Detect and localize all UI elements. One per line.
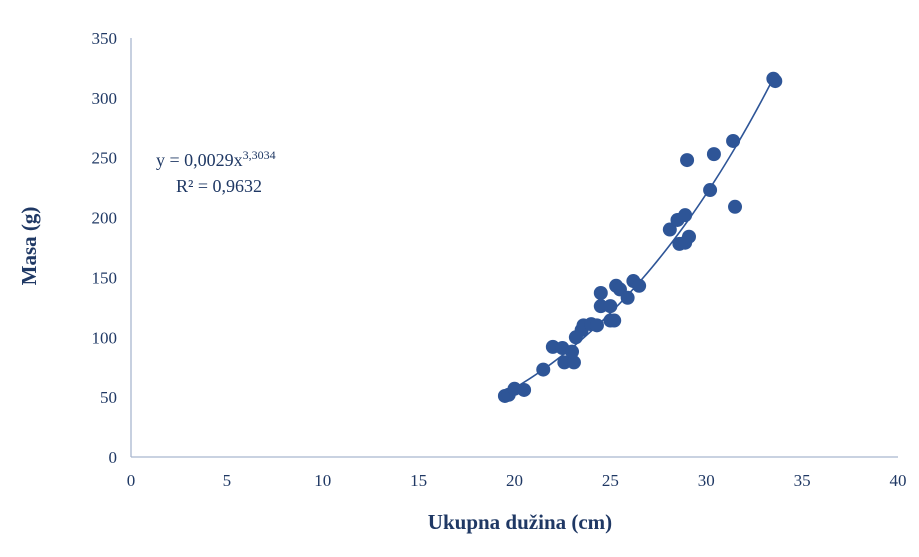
- y-tick-label: 300: [92, 89, 118, 108]
- data-point: [703, 183, 718, 198]
- data-point: [517, 382, 532, 397]
- x-tick-label: 15: [410, 471, 427, 490]
- data-point: [593, 299, 608, 314]
- y-axis-title: Masa (g): [17, 207, 41, 286]
- y-tick-labels: 0 50 100 150 200 250 300 350: [92, 29, 118, 467]
- x-axis-title: Ukupna dužina (cm): [428, 510, 612, 534]
- y-tick-label: 200: [92, 209, 118, 228]
- x-tick-label: 20: [506, 471, 523, 490]
- x-tick-labels: 0 5 10 15 20 25 30 35 40: [127, 471, 907, 490]
- r-squared-label: R² = 0,9632: [176, 176, 262, 196]
- equation-main: y = 0,0029x: [156, 150, 243, 170]
- data-point: [726, 133, 741, 148]
- data-point: [706, 147, 721, 162]
- data-point: [557, 355, 572, 370]
- x-tick-label: 35: [794, 471, 811, 490]
- data-point: [662, 222, 677, 237]
- x-tick-label: 30: [698, 471, 715, 490]
- trendline: [500, 74, 776, 397]
- data-points: [497, 71, 783, 403]
- data-point: [566, 355, 581, 370]
- y-tick-label: 50: [100, 388, 117, 407]
- x-tick-label: 10: [314, 471, 331, 490]
- x-tick-label: 25: [602, 471, 619, 490]
- data-point: [536, 362, 551, 377]
- data-point: [678, 208, 693, 223]
- data-point: [768, 74, 783, 89]
- data-point: [593, 285, 608, 300]
- data-point: [565, 344, 580, 359]
- data-point: [607, 313, 622, 328]
- y-tick-label: 100: [92, 328, 118, 347]
- x-tick-label: 40: [890, 471, 907, 490]
- y-tick-label: 250: [92, 149, 118, 168]
- data-point: [603, 299, 618, 314]
- y-tick-label: 150: [92, 268, 118, 287]
- data-point: [589, 318, 604, 333]
- data-point: [620, 290, 635, 305]
- data-point: [728, 199, 743, 214]
- data-point: [681, 229, 696, 244]
- y-tick-label: 0: [109, 448, 118, 467]
- y-tick-label: 350: [92, 29, 118, 48]
- equation-exponent: 3,3034: [243, 148, 276, 162]
- data-point: [680, 153, 695, 168]
- trendline-equation: y = 0,0029x3,3034: [156, 148, 276, 170]
- x-tick-label: 5: [223, 471, 232, 490]
- x-tick-label: 0: [127, 471, 136, 490]
- data-point: [632, 278, 647, 293]
